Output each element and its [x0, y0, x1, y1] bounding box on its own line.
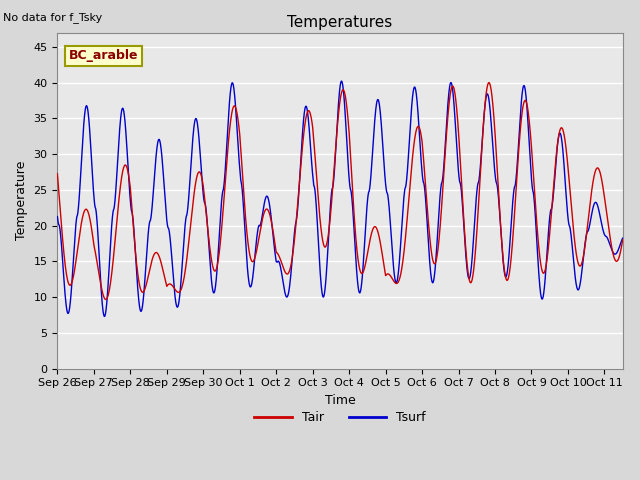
Y-axis label: Temperature: Temperature — [15, 161, 28, 240]
Legend: Tair, Tsurf: Tair, Tsurf — [249, 407, 431, 430]
Title: Temperatures: Temperatures — [287, 15, 392, 30]
Text: BC_arable: BC_arable — [68, 49, 138, 62]
Text: No data for f_Tsky: No data for f_Tsky — [3, 12, 102, 23]
X-axis label: Time: Time — [324, 394, 355, 407]
